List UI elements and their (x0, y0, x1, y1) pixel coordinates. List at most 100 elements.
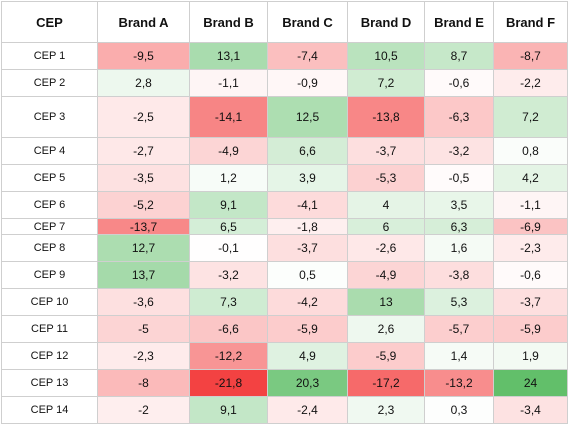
heatmap-cell: 2,8 (97, 68, 190, 97)
heatmap-cell: -5,2 (97, 191, 190, 220)
heatmap-cell: 6,6 (267, 137, 348, 166)
heatmap-cell: 3,5 (424, 191, 494, 220)
heatmap-cell: 13,1 (189, 42, 268, 70)
corner-header: CEP (1, 1, 98, 43)
heatmap-cell: -2,5 (97, 95, 190, 139)
heatmap-cell: -2 (97, 395, 190, 425)
heatmap-cell: -21,8 (189, 368, 268, 397)
heatmap-cell: 6 (347, 218, 425, 235)
heatmap-cell: 4 (347, 191, 425, 220)
heatmap-cell: -6,9 (493, 218, 568, 235)
row-label: CEP 7 (1, 218, 98, 235)
table-row: CEP 4 -2,7 -4,9 6,6 -3,7 -3,2 0,8 (1, 137, 568, 166)
heatmap-cell: 20,3 (267, 368, 348, 397)
column-header: Brand A (97, 1, 190, 43)
row-label: CEP 10 (1, 287, 98, 316)
table-row: CEP 10 -3,6 7,3 -4,2 13 5,3 -3,7 (1, 287, 568, 316)
row-label: CEP 9 (1, 260, 98, 289)
table-row: CEP 3 -2,5 -14,1 12,5 -13,8 -6,3 7,2 (1, 95, 568, 139)
heatmap-cell: -2,2 (493, 68, 568, 97)
heatmap-cell: -7,4 (267, 42, 348, 70)
table-row: CEP 8 12,7 -0,1 -3,7 -2,6 1,6 -2,3 (1, 234, 568, 262)
table-row: CEP 1 -9,5 13,1 -7,4 10,5 8,7 -8,7 (1, 42, 568, 70)
heatmap-cell: 3,9 (267, 164, 348, 193)
heatmap-cell: -3,4 (493, 395, 568, 425)
table-row: CEP 14 -2 9,1 -2,4 2,3 0,3 -3,4 (1, 395, 568, 425)
column-header: Brand D (347, 1, 425, 43)
heatmap-cell: -4,2 (267, 287, 348, 316)
heatmap-cell: 13 (347, 287, 425, 316)
heatmap-cell: -4,9 (347, 260, 425, 289)
table-row: CEP 6 -5,2 9,1 -4,1 4 3,5 -1,1 (1, 191, 568, 220)
heatmap-cell: -12,2 (189, 341, 268, 370)
heatmap-cell: -2,7 (97, 137, 190, 166)
heatmap-cell: 5,3 (424, 287, 494, 316)
column-header: Brand E (424, 1, 494, 43)
heatmap-cell: 8,7 (424, 42, 494, 70)
heatmap-cell: 2,3 (347, 395, 425, 425)
table-row: CEP 2 2,8 -1,1 -0,9 7,2 -0,6 -2,2 (1, 68, 568, 97)
row-label: CEP 8 (1, 234, 98, 262)
heatmap-cell: -13,2 (424, 368, 494, 397)
heatmap-cell: -5 (97, 314, 190, 343)
heatmap-cell: -13,8 (347, 95, 425, 139)
heatmap-cell: -0,5 (424, 164, 494, 193)
heatmap-cell: -8 (97, 368, 190, 397)
heatmap-cell: -2,3 (493, 234, 568, 262)
column-header: Brand C (267, 1, 348, 43)
heatmap-cell: -6,3 (424, 95, 494, 139)
row-label: CEP 1 (1, 42, 98, 70)
heatmap-cell: 7,2 (493, 95, 568, 139)
heatmap-cell: -4,1 (267, 191, 348, 220)
heatmap-cell: 2,6 (347, 314, 425, 343)
row-label: CEP 5 (1, 164, 98, 193)
table-row: CEP 7 -13,7 6,5 -1,8 6 6,3 -6,9 (1, 218, 568, 235)
row-label: CEP 12 (1, 341, 98, 370)
heatmap-cell: 4,9 (267, 341, 348, 370)
heatmap-cell: -5,9 (267, 314, 348, 343)
heatmap-cell: -9,5 (97, 42, 190, 70)
heatmap-cell: -1,8 (267, 218, 348, 235)
heatmap-cell: 1,6 (424, 234, 494, 262)
table-row: CEP 5 -3,5 1,2 3,9 -5,3 -0,5 4,2 (1, 164, 568, 193)
heatmap-cell: -3,6 (97, 287, 190, 316)
heatmap-cell: 4,2 (493, 164, 568, 193)
heatmap-cell: -3,7 (267, 234, 348, 262)
heatmap-cell: 9,1 (189, 395, 268, 425)
row-label: CEP 11 (1, 314, 98, 343)
heatmap-cell: 0,5 (267, 260, 348, 289)
heatmap-cell: 0,8 (493, 137, 568, 166)
heatmap-cell: 7,3 (189, 287, 268, 316)
heatmap-cell: -3,7 (347, 137, 425, 166)
heatmap-cell: 13,7 (97, 260, 190, 289)
column-header: Brand B (189, 1, 268, 43)
column-header: Brand F (493, 1, 568, 43)
heatmap-cell: -1,1 (189, 68, 268, 97)
heatmap-cell: -0,9 (267, 68, 348, 97)
heatmap-cell: 24 (493, 368, 568, 397)
heatmap-cell: -0,6 (424, 68, 494, 97)
heatmap-cell: 1,9 (493, 341, 568, 370)
heatmap-cell: 1,2 (189, 164, 268, 193)
heatmap-cell: -13,7 (97, 218, 190, 235)
heatmap-cell: 6,3 (424, 218, 494, 235)
heatmap-cell: -5,3 (347, 164, 425, 193)
heatmap-cell: -14,1 (189, 95, 268, 139)
heatmap-body: CEP 1 -9,5 13,1 -7,4 10,5 8,7 -8,7 CEP 2 2,8 -1,1… (1, 42, 568, 425)
table-row: CEP 11 -5 -6,6 -5,9 2,6 -5,7 -5,9 (1, 314, 568, 343)
heatmap-cell: 12,7 (97, 234, 190, 262)
row-label: CEP 13 (1, 368, 98, 397)
heatmap-cell: 12,5 (267, 95, 348, 139)
heatmap-cell: -0,6 (493, 260, 568, 289)
heatmap-cell: -5,9 (347, 341, 425, 370)
heatmap-cell: -6,6 (189, 314, 268, 343)
heatmap-cell: -2,6 (347, 234, 425, 262)
table-row: CEP 9 13,7 -3,2 0,5 -4,9 -3,8 -0,6 (1, 260, 568, 289)
heatmap-cell: -0,1 (189, 234, 268, 262)
table-row: CEP 13 -8 -21,8 20,3 -17,2 -13,2 24 (1, 368, 568, 397)
heatmap-cell: 0,3 (424, 395, 494, 425)
row-label: CEP 4 (1, 137, 98, 166)
heatmap-cell: -4,9 (189, 137, 268, 166)
heatmap-cell: -3,8 (424, 260, 494, 289)
heatmap-cell: 9,1 (189, 191, 268, 220)
